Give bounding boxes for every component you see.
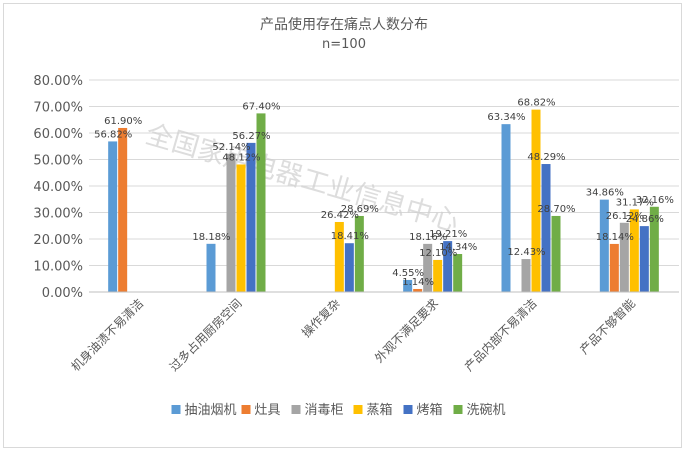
bar [344,243,354,292]
y-tick-label: 10.00% [33,260,83,275]
y-tick-label: 60.00% [33,127,83,142]
legend-swatch [453,405,463,414]
grid-layer [89,79,679,293]
data-label: 4.55% [392,268,424,279]
data-label: 1.14% [402,277,434,288]
bar [649,206,659,292]
data-label: 18.16% [409,232,447,243]
bar [206,243,216,292]
watermark-text: 全国家用电器工业信息中心 [142,119,462,238]
data-label: 48.29% [527,152,565,163]
legend-swatch [171,405,181,414]
chart-subtitle: n=100 [322,37,366,52]
legend-label: 消毒柜 [305,403,344,418]
bar [531,109,541,292]
bar [403,279,413,292]
bar [619,222,629,292]
bar [108,141,118,292]
watermark-layer: 全国家用电器工业信息中心 [142,119,462,238]
data-label: 34.86% [586,188,624,199]
bar [541,164,551,292]
y-tick-label: 80.00% [33,74,83,89]
legend-swatch [241,405,251,414]
chart-title: 产品使用存在痛点人数分布 [260,16,428,33]
data-label: 48.12% [222,152,260,163]
data-label: 14.34% [439,242,477,253]
y-tick-label: 20.00% [33,233,83,248]
x-category-label: 操作复杂 [298,296,343,341]
bar [609,243,619,292]
chart-svg: 全国家用电器工业信息中心 56.82%61.90%18.18%52.14%48.… [33,16,679,418]
chart-frame: 全国家用电器工业信息中心 56.82% 61.90% 18.18% 52.14% 48.… [3,3,682,448]
x-category-label: 产品内部不易清洁 [461,296,539,374]
bar [413,288,423,292]
data-label: 24.86% [626,214,664,225]
bar [256,113,266,292]
data-label: 63.34% [487,112,525,123]
legend-swatch [353,405,363,414]
bar [433,259,443,292]
y-tick-label: 40.00% [33,180,83,195]
data-label: 26.12% [606,211,644,222]
data-label: 12.10% [419,248,457,259]
bar [629,209,639,292]
bar [639,226,649,292]
legend-label: 灶具 [255,403,281,418]
bar [551,215,561,292]
x-category-label: 产品不够智能 [576,296,638,358]
x-category-label: 外观不满足要求 [372,296,441,365]
data-label: 31.17% [616,197,654,208]
legend-label: 烤箱 [417,402,443,418]
bar [501,124,511,292]
bar [226,153,236,292]
data-label: 18.14% [596,232,634,243]
bar [246,142,256,292]
legend-label: 蒸箱 [367,402,393,418]
bar [521,259,531,292]
data-label: 52.14% [212,142,250,153]
data-label: 19.21% [429,229,467,240]
data-label: 56.27% [232,131,270,142]
bar [354,215,364,292]
legend-swatch [403,405,413,414]
bar [334,221,344,292]
bar [443,241,453,292]
data-label: 12.43% [507,247,545,258]
labels-layer: 56.82% 61.90% 18.18% 52.14%48.12% 56.27% 67.4… [94,98,674,288]
x-category-label: 过多占用厨房空间 [166,296,244,374]
y-tick-label: 0.00% [42,286,83,301]
bar [453,253,463,292]
y-tick-label: 70.00% [33,101,83,116]
legend-label: 抽油烟机 [185,403,237,418]
data-label: 68.82% [517,98,555,109]
data-label: 26.42% [321,210,359,221]
data-label: 18.18% [192,232,230,243]
legend-layer: 抽油烟机 灶具 消毒柜 蒸箱 烤箱 洗碗机 [171,402,506,418]
bars-layer [108,109,659,292]
bar [599,199,609,292]
bar [118,127,128,292]
bar [423,243,433,292]
data-label: 18.41% [331,231,369,242]
data-label: 67.40% [242,101,280,112]
data-label: 28.69% [341,204,379,215]
legend-swatch [291,405,301,414]
y-tick-label: 30.00% [33,207,83,222]
data-label: 61.90% [104,116,142,127]
data-label: 32.16% [636,195,674,206]
y-tick-label: 50.00% [33,154,83,169]
bar [236,164,246,292]
x-category-label: 机身油渍不易清洁 [68,296,146,374]
legend-label: 洗碗机 [467,402,506,418]
data-label: 28.70% [537,204,575,215]
data-label: 56.82% [94,129,132,140]
